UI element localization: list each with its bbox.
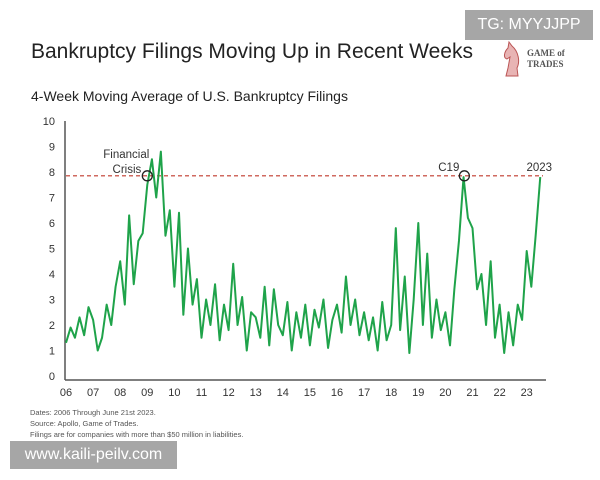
x-tick-label: 06: [60, 387, 72, 399]
x-tick-label: 08: [114, 387, 126, 399]
x-tick-label: 20: [439, 387, 451, 399]
y-tick-label: 4: [49, 269, 55, 281]
y-tick-label: 0: [49, 371, 55, 383]
note-dates: Dates: 2006 Through June 21st 2023.: [30, 408, 156, 417]
logo-line2: TRADES: [527, 59, 564, 69]
financial-crisis-marker: [141, 170, 153, 182]
x-tick-label: 23: [521, 387, 533, 399]
x-tick-label: 07: [87, 387, 99, 399]
note-source: Source: Apollo, Game of Trades.: [30, 419, 139, 428]
x-tick-label: 11: [196, 387, 207, 399]
y-tick-label: 3: [49, 295, 55, 307]
annotation-c19: C19: [438, 162, 459, 174]
x-tick-label: 16: [331, 387, 343, 399]
c19-marker: [458, 170, 471, 182]
x-tick-label: 19: [412, 387, 424, 399]
annotation-2023: 2023: [526, 162, 552, 174]
x-tick-label: 12: [222, 387, 234, 399]
y-tick-label: 9: [49, 142, 55, 154]
logo-line1: GAME of: [527, 48, 565, 58]
chart-subtitle: 4-Week Moving Average of U.S. Bankruptcy…: [31, 88, 348, 104]
annotation-crisis: Crisis: [113, 164, 142, 176]
y-tick-label: 2: [49, 320, 55, 332]
watermark-top: TG: MYYJJPP: [465, 10, 593, 40]
watermark-bottom: www.kaili-peilv.com: [10, 441, 177, 469]
x-tick-label: 22: [493, 387, 505, 399]
x-tick-label: 13: [250, 387, 262, 399]
series-line: [65, 150, 542, 355]
y-tick-label: 1: [49, 346, 55, 358]
knight-icon: [504, 40, 520, 77]
y-tick-label: 10: [43, 116, 55, 128]
x-tick-label: 18: [385, 387, 397, 399]
game-of-trades-logo: [500, 40, 580, 80]
chart-notes: Dates: 2006 Through June 21st 2023. Sour…: [30, 407, 243, 440]
y-tick-label: 7: [49, 193, 55, 205]
y-tick-label: 5: [49, 244, 55, 256]
annotation-financial: Financial: [103, 149, 149, 161]
note-filings: Filings are for companies with more than…: [30, 430, 244, 439]
y-tick-label: 6: [49, 218, 55, 230]
x-tick-label: 17: [358, 387, 370, 399]
x-tick-label: 15: [304, 387, 316, 399]
chart-title: Bankruptcy Filings Moving Up in Recent W…: [31, 40, 473, 63]
x-tick-label: 14: [277, 387, 289, 399]
x-tick-label: 09: [141, 387, 153, 399]
x-tick-label: 10: [168, 387, 180, 399]
x-tick-label: 21: [466, 387, 478, 399]
logo-text: GAME of TRADES: [527, 48, 565, 70]
y-tick-label: 8: [49, 167, 55, 179]
